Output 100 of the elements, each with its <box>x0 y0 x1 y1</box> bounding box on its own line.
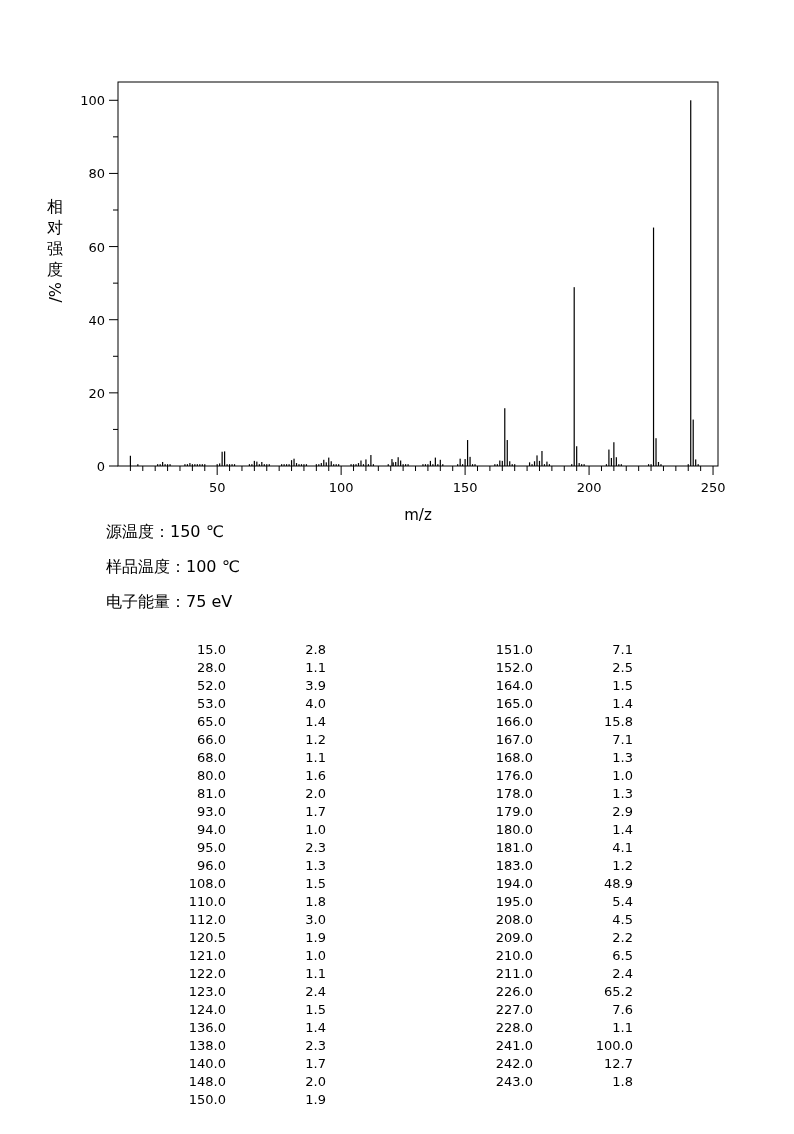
text: 2.0 <box>305 1074 326 1089</box>
text: 1.2 <box>612 858 633 873</box>
text: 181.0 <box>495 840 533 855</box>
text: 140.0 <box>188 1056 226 1071</box>
text: 65.2 <box>604 984 633 999</box>
text: 7.6 <box>612 1002 633 1017</box>
text: 1.7 <box>305 804 326 819</box>
text: 1.3 <box>612 786 633 801</box>
text: 180.0 <box>495 822 533 837</box>
text: 176.0 <box>495 768 533 783</box>
text: 227.0 <box>495 1002 533 1017</box>
text: 1.4 <box>612 822 633 837</box>
text: 148.0 <box>188 1074 226 1089</box>
text: 122.0 <box>188 966 226 981</box>
text: 2.4 <box>612 966 633 981</box>
text: 95.0 <box>197 840 226 855</box>
text: 179.0 <box>495 804 533 819</box>
y-tick-label: 80 <box>88 166 105 182</box>
text: 166.0 <box>495 714 533 729</box>
text: 2.4 <box>305 984 326 999</box>
text: 1.0 <box>612 768 633 783</box>
text: 1.9 <box>305 930 326 945</box>
text: 243.0 <box>495 1074 533 1089</box>
text: 1.5 <box>612 678 633 693</box>
x-tick-label: 200 <box>576 480 602 495</box>
text: 152.0 <box>495 660 533 675</box>
text: 15.8 <box>604 714 633 729</box>
text: 2.9 <box>612 804 633 819</box>
text: 48.9 <box>604 876 633 891</box>
text: 96.0 <box>197 858 226 873</box>
text: 100.0 <box>595 1038 633 1053</box>
text: 138.0 <box>188 1038 226 1053</box>
text: 110.0 <box>188 894 226 909</box>
text: 2.5 <box>612 660 633 675</box>
text: 120.5 <box>188 930 226 945</box>
text: 4.5 <box>612 912 633 927</box>
text: 1.4 <box>305 1020 326 1035</box>
text: 1.9 <box>305 1092 326 1107</box>
text: 1.2 <box>305 732 326 747</box>
text: 2.2 <box>612 930 633 945</box>
y-tick-label: 40 <box>88 312 105 328</box>
text: 93.0 <box>197 804 226 819</box>
text: 3.9 <box>305 678 326 693</box>
text: 226.0 <box>495 984 533 999</box>
text: 2.0 <box>305 786 326 801</box>
text: 165.0 <box>495 696 533 711</box>
y-tick-label: 0 <box>96 459 105 474</box>
text: 112.0 <box>188 912 226 927</box>
text: 15.0 <box>197 642 226 657</box>
text: 1.8 <box>612 1074 633 1089</box>
text: 28.0 <box>197 660 226 675</box>
text: 1.1 <box>305 660 326 675</box>
text: 121.0 <box>188 948 226 963</box>
text: 65.0 <box>197 714 226 729</box>
text: 228.0 <box>495 1020 533 1035</box>
text: 124.0 <box>188 1002 226 1017</box>
y-axis-title: 相对强度/% <box>46 197 65 303</box>
x-axis-title: m/z <box>404 506 432 524</box>
text: 2.8 <box>305 642 326 657</box>
text: 1.6 <box>305 768 326 783</box>
text: 1.8 <box>305 894 326 909</box>
text: 7.1 <box>612 642 633 657</box>
y-tick-label: 100 <box>80 93 105 109</box>
text: 242.0 <box>495 1056 533 1071</box>
text: 电子能量：75 eV <box>106 592 233 611</box>
text: 6.5 <box>612 948 633 963</box>
text: 195.0 <box>495 894 533 909</box>
text: 136.0 <box>188 1020 226 1035</box>
text: 1.1 <box>305 966 326 981</box>
y-tick-label: 20 <box>88 385 105 401</box>
text: 108.0 <box>188 876 226 891</box>
x-tick-label: 250 <box>700 480 726 495</box>
text: 1.1 <box>612 1020 633 1035</box>
text: 167.0 <box>495 732 533 747</box>
text: 2.3 <box>305 1038 326 1053</box>
y-tick-label: 60 <box>88 239 105 255</box>
text: 164.0 <box>495 678 533 693</box>
text: 3.0 <box>305 912 326 927</box>
text: 4.1 <box>612 840 633 855</box>
text: 1.0 <box>305 822 326 837</box>
text: 1.4 <box>612 696 633 711</box>
text: 208.0 <box>495 912 533 927</box>
text: 1.5 <box>305 1002 326 1017</box>
text: 123.0 <box>188 984 226 999</box>
text: 209.0 <box>495 930 533 945</box>
text: 150.0 <box>188 1092 226 1107</box>
text: 183.0 <box>495 858 533 873</box>
text: 1.0 <box>305 948 326 963</box>
text: 80.0 <box>197 768 226 783</box>
text: 12.7 <box>604 1056 633 1071</box>
text: 211.0 <box>495 966 533 981</box>
text: 151.0 <box>495 642 533 657</box>
text: 1.7 <box>305 1056 326 1071</box>
text: 52.0 <box>197 678 226 693</box>
text: 1.5 <box>305 876 326 891</box>
text: 53.0 <box>197 696 226 711</box>
text: 66.0 <box>197 732 226 747</box>
text: 68.0 <box>197 750 226 765</box>
text: 7.1 <box>612 732 633 747</box>
text: 2.3 <box>305 840 326 855</box>
